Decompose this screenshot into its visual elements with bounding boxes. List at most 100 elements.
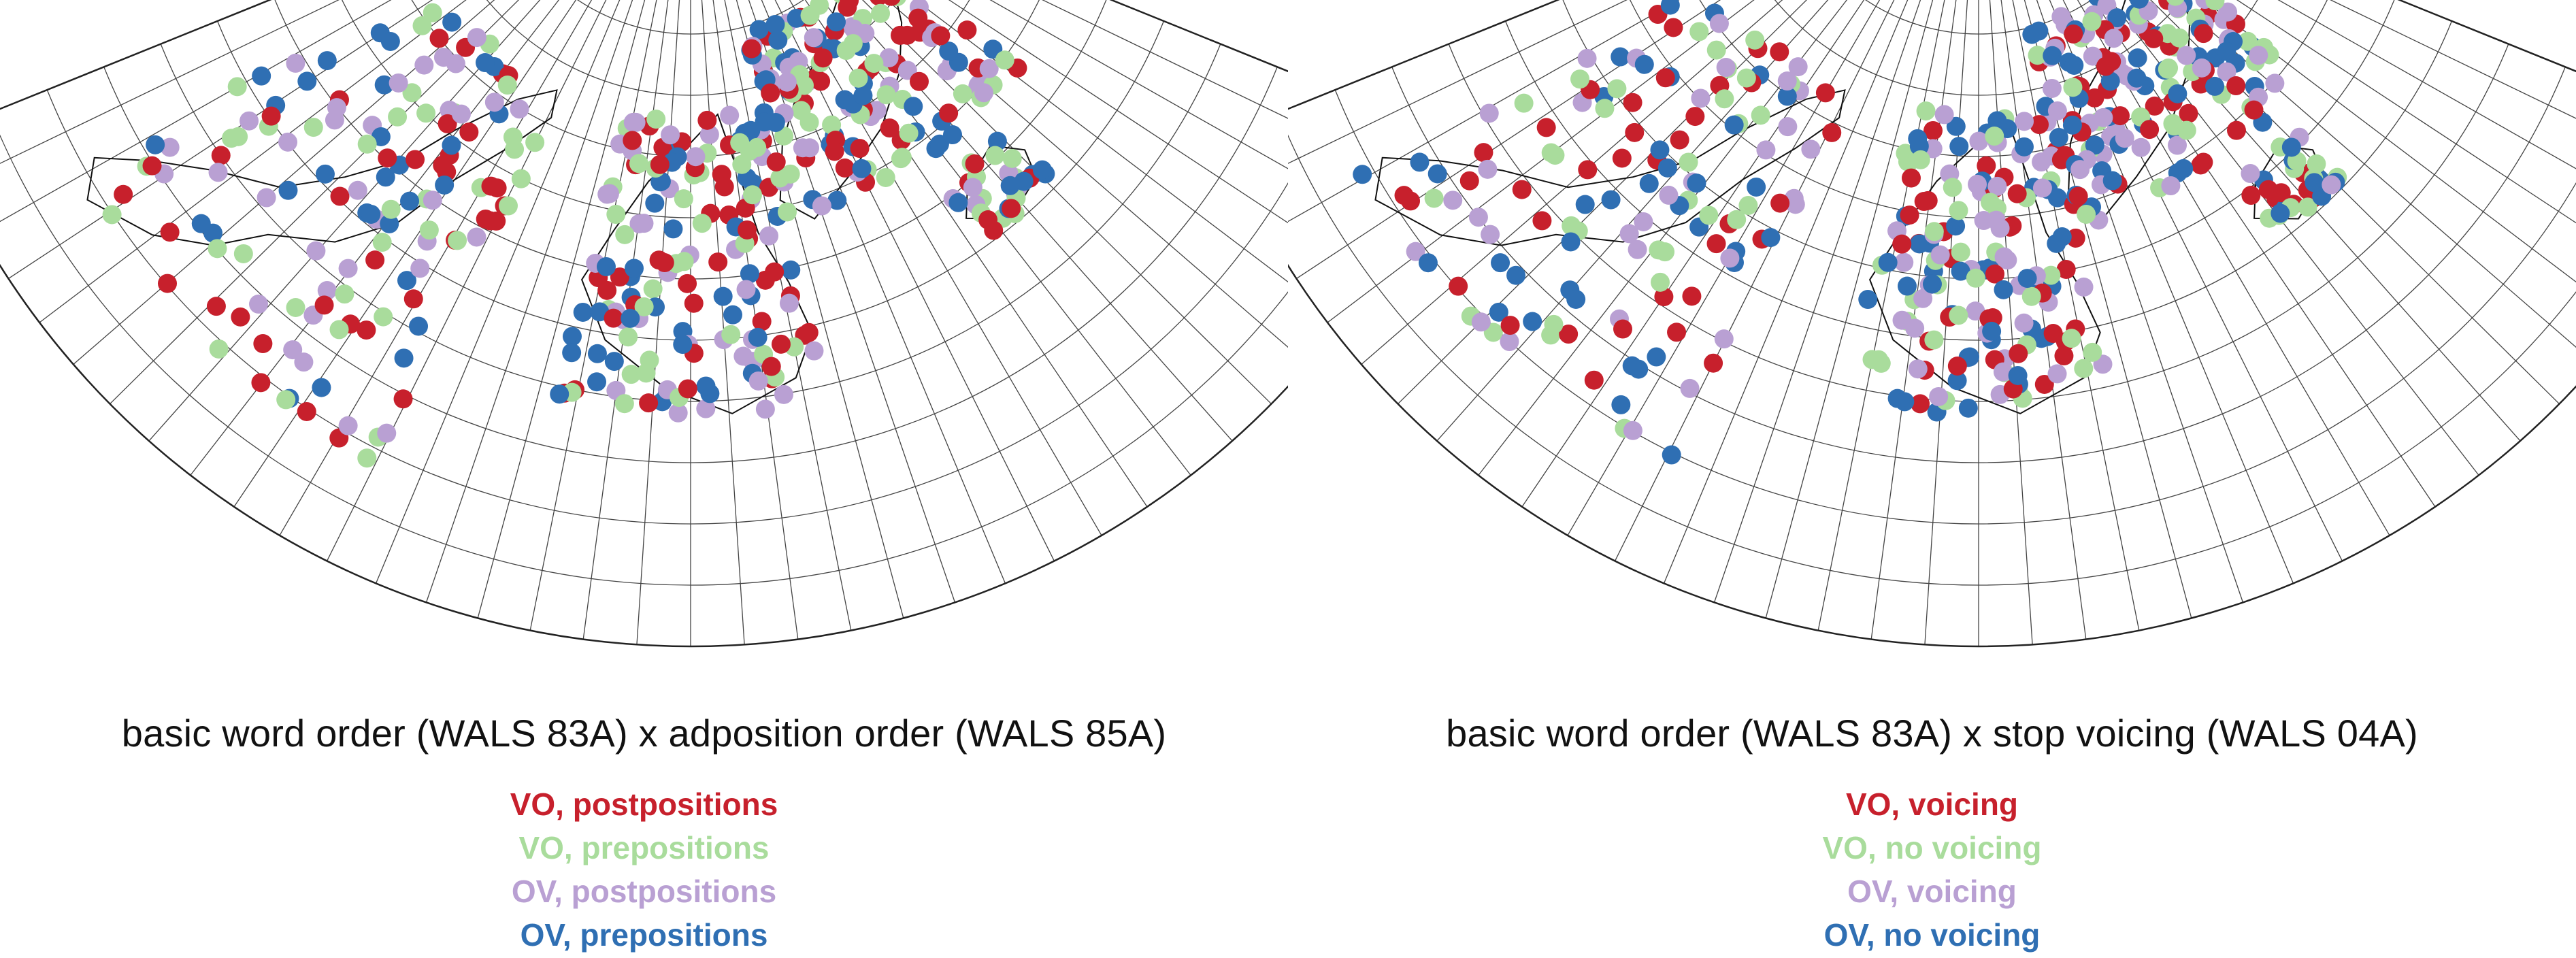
map-title: basic word order (WALS 83A) x stop voici… (1446, 712, 2418, 755)
language-point (2042, 78, 2062, 98)
language-point (1623, 420, 1642, 440)
language-point (297, 71, 317, 91)
language-point (1958, 398, 1978, 418)
language-point (402, 83, 422, 103)
language-point (730, 133, 750, 152)
language-point (222, 129, 242, 148)
language-point (1459, 171, 1479, 191)
language-point (2083, 342, 2102, 362)
language-point (876, 167, 895, 187)
language-point (2104, 29, 2124, 48)
language-point (2102, 171, 2122, 191)
language-point (348, 180, 367, 200)
graticule-meridian (1436, 0, 1885, 442)
language-point (2307, 154, 2326, 174)
language-point (2063, 78, 2083, 97)
language-point (2298, 197, 2317, 217)
language-point (1862, 350, 1882, 369)
language-point (1481, 225, 1500, 244)
language-point (409, 316, 429, 336)
language-point (160, 137, 180, 157)
language-point (1468, 208, 1488, 227)
language-point (850, 139, 870, 159)
language-point (481, 176, 501, 196)
language-point (2062, 329, 2081, 348)
map-panel-right: basic word order (WALS 83A) x stop voici… (1288, 0, 2576, 958)
language-point (910, 71, 929, 91)
language-point (2131, 137, 2151, 157)
language-point (1777, 86, 1797, 106)
language-point (1934, 105, 1954, 125)
language-point (484, 93, 504, 112)
language-point (1427, 164, 1447, 184)
language-point (1514, 93, 1534, 113)
language-point (1491, 253, 1510, 273)
language-point (2014, 137, 2034, 156)
language-point (338, 259, 358, 278)
graticule-meridian (110, 0, 590, 405)
language-point (1923, 120, 1943, 140)
language-point (1584, 370, 1604, 390)
language-point (208, 239, 227, 259)
language-point (2218, 2, 2238, 22)
graticule-meridian (798, 0, 1288, 365)
graticule-meridian (1713, 0, 1933, 603)
language-point (965, 154, 985, 174)
language-point (2070, 160, 2090, 180)
language-point (227, 77, 247, 97)
language-point (2052, 227, 2072, 247)
language-point (114, 184, 133, 204)
language-point (1689, 22, 1709, 42)
language-point (206, 297, 226, 316)
language-point (317, 51, 337, 71)
graticule-meridian (2098, 0, 2576, 279)
language-point (2127, 68, 2147, 88)
language-point (365, 250, 385, 270)
language-point (2043, 46, 2062, 65)
language-point (286, 53, 306, 73)
language-point (1801, 139, 1821, 159)
language-point (1929, 386, 1949, 406)
graticule-meridian (0, 0, 567, 233)
language-point (2056, 259, 2076, 279)
language-point (740, 264, 759, 284)
language-point (836, 41, 856, 61)
language-point (423, 191, 442, 210)
graticule-meridian (2015, 0, 2192, 618)
legend: VO, voicing VO, no voicing OV, voicing O… (1288, 782, 2576, 957)
language-point (979, 59, 999, 78)
language-point (511, 169, 531, 188)
language-point (412, 16, 432, 35)
language-point (639, 393, 659, 413)
language-point (2144, 29, 2164, 48)
language-point (1685, 107, 1705, 127)
language-point (880, 118, 899, 138)
language-point (146, 135, 165, 154)
language-point (1512, 180, 1532, 199)
language-point (1536, 118, 1556, 137)
language-point (1720, 248, 1740, 268)
language-point (406, 150, 425, 169)
language-point (721, 325, 741, 344)
language-point (1032, 160, 1052, 180)
language-point (1655, 242, 1675, 262)
language-point (317, 281, 337, 301)
language-point (312, 378, 331, 397)
language-point (286, 298, 306, 318)
language-point (879, 48, 899, 67)
graticule-meridian (2024, 0, 2244, 603)
language-point (2217, 42, 2236, 61)
language-point (2083, 46, 2102, 66)
language-point (2226, 120, 2246, 140)
graticule-meridian (327, 0, 628, 561)
language-point (708, 252, 728, 272)
language-point (2082, 12, 2102, 31)
language-point (939, 42, 959, 61)
language-point (209, 339, 229, 359)
language-point (380, 214, 399, 233)
graticule-meridian (1288, 0, 1851, 186)
language-point (827, 191, 847, 210)
language-point (1704, 353, 1723, 373)
language-point (1566, 289, 1586, 309)
language-point (882, 0, 902, 6)
